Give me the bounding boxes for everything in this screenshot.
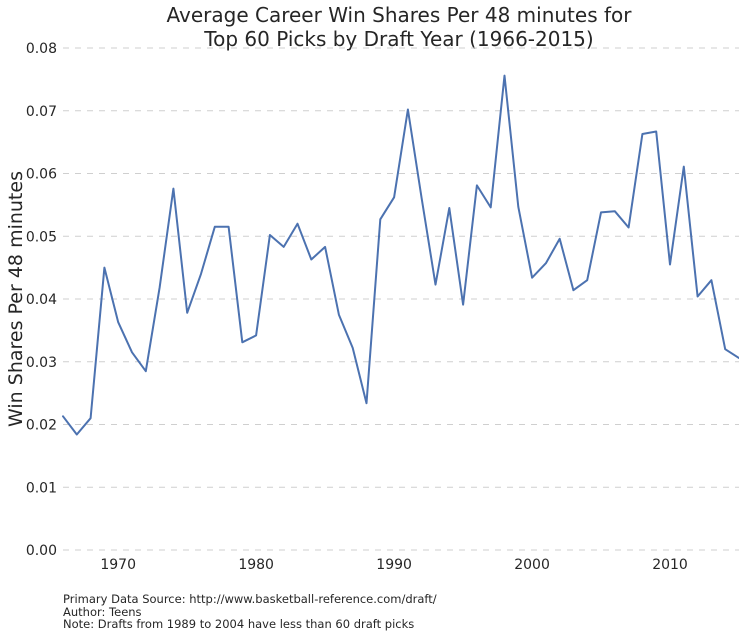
y-axis-label: Win Shares Per 48 minutes <box>5 171 27 427</box>
source-notes: Primary Data Source: http://www.basketba… <box>63 593 437 631</box>
y-tick-label: 0.06 <box>26 167 57 183</box>
x-tick-label: 2010 <box>652 557 688 573</box>
y-tick-label: 0.08 <box>26 41 57 57</box>
data-point <box>310 258 312 260</box>
note-draft-picks: Note: Drafts from 1989 to 2004 have less… <box>63 617 415 631</box>
data-point <box>628 226 630 228</box>
data-point <box>379 218 381 220</box>
series-layer <box>62 74 739 436</box>
data-point <box>62 415 64 417</box>
data-point <box>186 312 188 314</box>
data-point <box>200 273 202 275</box>
x-tick-label: 1970 <box>100 557 136 573</box>
data-point <box>669 263 671 265</box>
chart-title-line-2: Top 60 Picks by Draft Year (1966-2015) <box>203 27 593 51</box>
data-point <box>145 370 147 372</box>
data-point <box>641 133 643 135</box>
chart-title-line-1: Average Career Win Shares Per 48 minutes… <box>167 3 633 27</box>
data-point <box>117 321 119 323</box>
data-point <box>172 188 174 190</box>
data-point <box>476 184 478 186</box>
data-point <box>255 334 257 336</box>
data-point <box>297 223 299 225</box>
data-point <box>228 226 230 228</box>
data-point <box>283 246 285 248</box>
x-tick-label: 1980 <box>238 557 274 573</box>
x-axis-ticks: 1970 1980 1990 2000 2010 <box>100 557 687 573</box>
x-tick-label: 1990 <box>376 557 412 573</box>
note-author: Author: Teens <box>63 604 142 619</box>
data-point <box>490 206 492 208</box>
data-point <box>241 341 243 343</box>
data-point <box>434 284 436 286</box>
line-chart: Average Career Win Shares Per 48 minutes… <box>5 3 739 573</box>
data-point <box>710 279 712 281</box>
note-data-source: Primary Data Source: http://www.basketba… <box>63 592 437 606</box>
data-point <box>338 314 340 316</box>
data-point <box>159 287 161 289</box>
y-tick-label: 0.03 <box>26 355 57 371</box>
data-point <box>655 130 657 132</box>
y-tick-label: 0.00 <box>26 543 57 559</box>
data-point <box>393 196 395 198</box>
data-point <box>448 207 450 209</box>
data-point <box>697 295 699 297</box>
data-point <box>572 289 574 291</box>
data-point <box>131 351 133 353</box>
grid-lines <box>63 47 739 551</box>
y-tick-label: 0.04 <box>26 292 57 308</box>
data-point <box>586 279 588 281</box>
y-tick-label: 0.07 <box>26 104 57 120</box>
data-point <box>683 166 685 168</box>
data-point <box>76 434 78 436</box>
x-tick-label: 2000 <box>514 557 550 573</box>
data-point <box>324 246 326 248</box>
y-axis-ticks: 0.00 0.01 0.02 0.03 0.04 0.05 0.06 0.07 0.08 <box>26 41 57 559</box>
data-point <box>614 210 616 212</box>
data-point <box>462 304 464 306</box>
data-point <box>724 348 726 350</box>
data-point <box>531 277 533 279</box>
series-line <box>62 74 739 436</box>
data-point <box>600 211 602 213</box>
data-point <box>103 267 105 269</box>
data-point <box>421 198 423 200</box>
data-point <box>366 402 368 404</box>
data-point <box>269 234 271 236</box>
y-tick-label: 0.01 <box>26 480 57 496</box>
data-point <box>517 206 519 208</box>
data-point <box>559 238 561 240</box>
y-tick-label: 0.05 <box>26 229 57 245</box>
data-point <box>214 226 216 228</box>
data-point <box>407 108 409 110</box>
data-point <box>90 417 92 419</box>
data-point <box>352 347 354 349</box>
y-tick-label: 0.02 <box>26 418 57 434</box>
data-point <box>545 262 547 264</box>
data-point <box>503 75 505 77</box>
